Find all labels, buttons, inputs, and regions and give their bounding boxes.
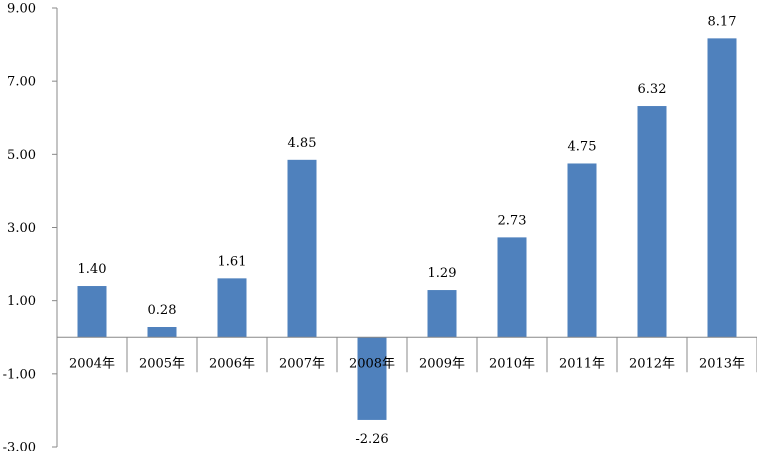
x-tick-label: 2006年	[209, 356, 255, 371]
bar	[637, 106, 667, 338]
y-tick-label: -3.00	[3, 441, 36, 451]
data-label: 1.61	[218, 254, 247, 269]
x-tick-label: 2004年	[69, 356, 115, 371]
data-label: 8.17	[708, 14, 737, 29]
y-tick-label: -1.00	[3, 367, 36, 382]
bar	[497, 237, 527, 338]
bar	[287, 159, 317, 338]
data-labels: 1.40 0.28 1.61 4.85 -2.26 1.29 2.73 4.75 6.32 8.1…	[78, 14, 737, 447]
data-label: 1.29	[428, 266, 457, 281]
bar	[357, 337, 387, 420]
data-label: 0.28	[148, 303, 177, 318]
bar	[217, 278, 247, 338]
data-label: 1.40	[78, 262, 107, 277]
x-tick-label: 2008年	[349, 356, 395, 371]
bar	[147, 327, 177, 338]
x-axis: 2004年 2005年 2006年 2007年 2008年 2009年 2010年 2011年…	[57, 336, 757, 373]
y-tick-label: 9.00	[7, 2, 36, 17]
y-tick-label: 7.00	[7, 75, 36, 90]
bars	[77, 38, 737, 420]
y-axis: 9.00 7.00 5.00 3.00 1.00 -1.00 -3.00	[3, 2, 58, 451]
data-label: 6.32	[638, 82, 667, 97]
y-tick-label: 5.00	[7, 148, 36, 163]
x-tick-label: 2012年	[629, 356, 675, 371]
x-tick-label: 2013年	[699, 356, 745, 371]
data-label: 2.73	[498, 213, 527, 228]
x-tick-label: 2010年	[489, 356, 535, 371]
data-label: -2.26	[355, 432, 388, 447]
x-tick-label: 2011年	[559, 356, 605, 371]
bar	[427, 290, 457, 338]
x-tick-label: 2009年	[419, 356, 465, 371]
y-tick-label: 3.00	[7, 221, 36, 236]
y-tick-label: 1.00	[7, 294, 36, 309]
bar	[567, 163, 597, 338]
data-label: 4.85	[288, 136, 317, 151]
data-label: 4.75	[568, 139, 597, 154]
bar	[707, 38, 737, 338]
x-tick-label: 2007年	[279, 356, 325, 371]
bar	[77, 286, 107, 338]
x-tick-label: 2005年	[139, 356, 185, 371]
